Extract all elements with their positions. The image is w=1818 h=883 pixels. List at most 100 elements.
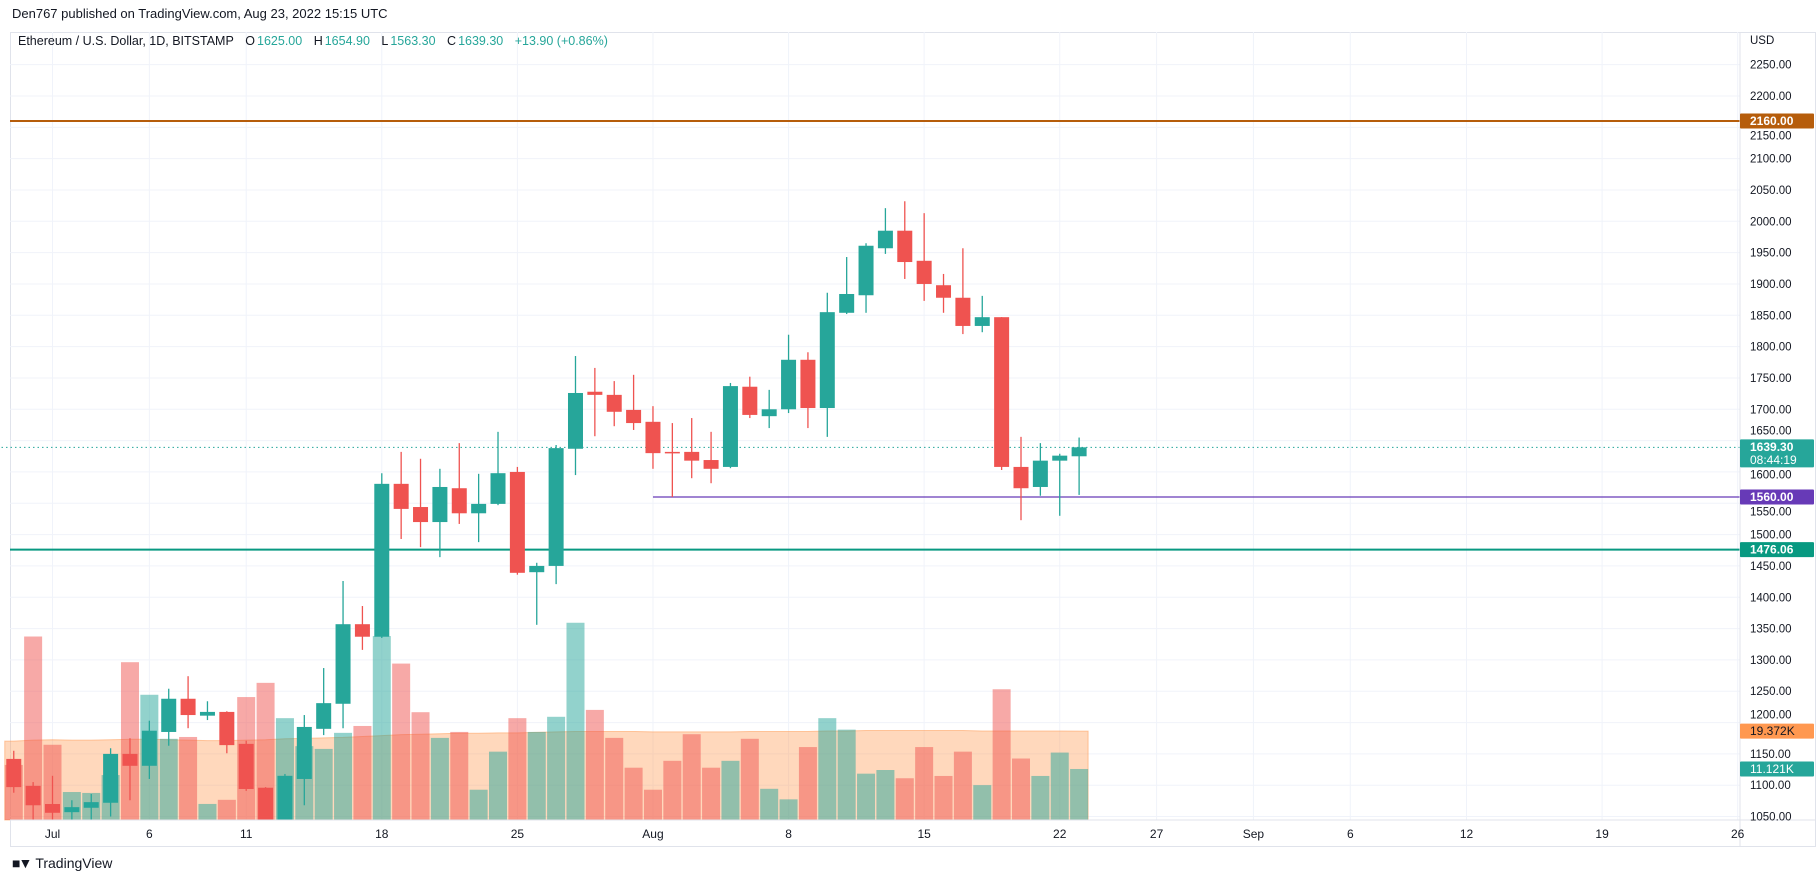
time-tick-label: Sep bbox=[1243, 827, 1265, 841]
price-tick-label: 1550.00 bbox=[1750, 507, 1792, 519]
candle-body bbox=[606, 394, 622, 412]
footer: ■▼ TradingView bbox=[12, 855, 112, 871]
high-label: H bbox=[313, 34, 323, 48]
tradingview-logo-icon: ■▼ bbox=[12, 855, 32, 871]
price-tick-label: 1800.00 bbox=[1750, 342, 1792, 354]
volume-bar bbox=[159, 738, 178, 820]
volume-bar bbox=[566, 622, 585, 820]
candle-body bbox=[897, 230, 913, 263]
time-tick-label: 18 bbox=[375, 827, 389, 841]
price-tick-label: 1150.00 bbox=[1750, 749, 1791, 761]
volume-bar bbox=[353, 725, 372, 820]
price-tag-bg bbox=[1740, 489, 1814, 505]
candle-body bbox=[199, 711, 215, 716]
volume-bar bbox=[663, 760, 682, 820]
volume-bar bbox=[682, 734, 701, 820]
open-value: 1625.00 bbox=[257, 34, 303, 48]
candle-body bbox=[432, 486, 448, 523]
low-label: L bbox=[381, 34, 389, 48]
candle-body bbox=[83, 802, 99, 808]
volume-bar bbox=[256, 682, 275, 820]
price-tick-label: 1300.00 bbox=[1750, 655, 1792, 667]
candle-body bbox=[1032, 460, 1048, 487]
volume-bar bbox=[1031, 775, 1050, 820]
candle-body bbox=[916, 260, 932, 284]
candle-body bbox=[742, 386, 758, 415]
time-tick-label: 15 bbox=[917, 827, 931, 841]
volume-bar bbox=[973, 785, 992, 820]
volume-tag-bg bbox=[1740, 761, 1814, 777]
price-tick-label: 2050.00 bbox=[1750, 185, 1792, 197]
volume-bar bbox=[411, 712, 430, 820]
horizontal-levels[interactable] bbox=[0, 120, 1740, 551]
candle-body bbox=[490, 473, 506, 504]
volume-bar bbox=[585, 709, 604, 820]
price-tag-bg bbox=[1740, 439, 1814, 468]
candle-body bbox=[877, 230, 893, 249]
price-axis[interactable]: USD 2250.00 2200.00 2150.00 2100.00 2050.00 2… bbox=[1750, 35, 1792, 824]
volume-bar bbox=[992, 689, 1011, 820]
candle-body bbox=[1013, 466, 1029, 489]
candle-body bbox=[567, 392, 583, 449]
candle-body bbox=[180, 698, 196, 716]
candle-body bbox=[1071, 447, 1087, 457]
price-tick-label: 1500.00 bbox=[1750, 530, 1792, 542]
candle-body bbox=[509, 471, 525, 573]
candle-body bbox=[858, 245, 874, 296]
volume-bar bbox=[798, 747, 817, 820]
price-tick-label: 1950.00 bbox=[1750, 248, 1792, 260]
price-tick-label: 1750.00 bbox=[1750, 373, 1792, 385]
price-tick-label: 1250.00 bbox=[1750, 686, 1792, 698]
time-tick-label: 8 bbox=[785, 827, 792, 841]
price-tag-label: 1639.30 bbox=[1750, 440, 1794, 454]
candle-body bbox=[955, 297, 971, 326]
volume-bar bbox=[857, 773, 876, 820]
volume-bar bbox=[179, 736, 198, 820]
candle-body bbox=[354, 624, 370, 637]
candle-body bbox=[722, 386, 738, 467]
candle-body bbox=[277, 775, 293, 820]
change-value: +13.90 (+0.86%) bbox=[514, 34, 608, 48]
volume-bar bbox=[953, 751, 972, 820]
high-value: 1654.90 bbox=[324, 34, 370, 48]
volume-bar bbox=[469, 789, 488, 820]
volume-bar bbox=[489, 751, 508, 820]
candle-body bbox=[413, 507, 429, 523]
price-tick-label: 2200.00 bbox=[1750, 91, 1792, 103]
candle-body bbox=[684, 451, 700, 461]
candle-body bbox=[64, 807, 80, 813]
time-tick-label: Jul bbox=[45, 827, 60, 841]
candle-body bbox=[161, 698, 177, 732]
candle-body bbox=[316, 703, 332, 729]
price-tag-label: 1560.00 bbox=[1750, 490, 1794, 504]
volume-bar bbox=[430, 737, 449, 820]
candle-body bbox=[238, 743, 254, 789]
volume-bar bbox=[643, 789, 662, 820]
volume-pane bbox=[4, 622, 1089, 821]
time-axis[interactable]: Jul 6 11 18 25 Aug 8 15 22 27 Sep 6 12 19 26 bbox=[45, 827, 1745, 841]
volume-bar bbox=[334, 732, 353, 820]
volume-bar bbox=[198, 803, 217, 820]
chart-frame bbox=[10, 32, 1816, 847]
candle-body bbox=[548, 448, 564, 566]
price-tag-label: 2160.00 bbox=[1750, 114, 1794, 128]
candle-body bbox=[141, 730, 157, 766]
volume-bar bbox=[702, 767, 721, 820]
volume-bar bbox=[508, 718, 527, 820]
price-tick-label: 1600.00 bbox=[1750, 469, 1792, 481]
time-tick-label: 11 bbox=[240, 827, 253, 841]
time-tick-label: 22 bbox=[1053, 827, 1067, 841]
price-tick-label: 1900.00 bbox=[1750, 279, 1792, 291]
volume-bar bbox=[876, 770, 895, 820]
currency-label: USD bbox=[1750, 35, 1774, 47]
open-label: O bbox=[245, 34, 256, 48]
countdown-label: 08:44:19 bbox=[1750, 453, 1797, 467]
candle-body bbox=[781, 359, 797, 410]
candle-body bbox=[471, 503, 487, 514]
price-tick-label: 1350.00 bbox=[1750, 624, 1792, 636]
close-value: 1639.30 bbox=[458, 34, 504, 48]
close-label: C bbox=[447, 34, 457, 48]
price-tick-label: 1400.00 bbox=[1750, 592, 1792, 604]
